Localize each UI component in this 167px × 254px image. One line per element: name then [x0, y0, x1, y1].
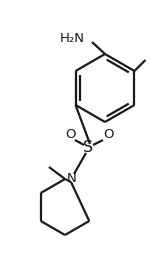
- Text: H₂N: H₂N: [60, 31, 85, 44]
- Text: S: S: [83, 140, 93, 155]
- Text: O: O: [103, 129, 113, 141]
- Text: N: N: [67, 171, 77, 184]
- Text: O: O: [65, 129, 75, 141]
